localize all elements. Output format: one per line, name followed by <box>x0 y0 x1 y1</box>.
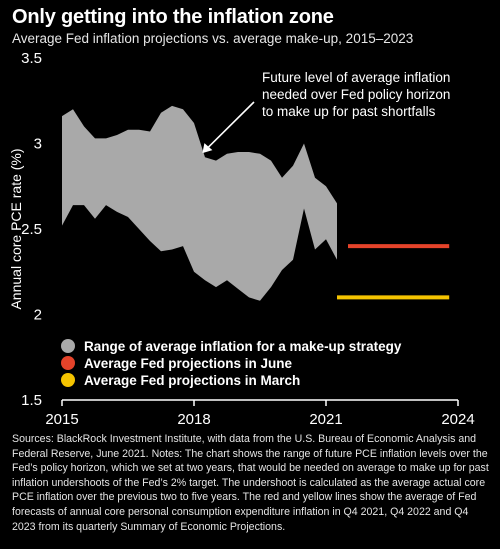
legend-marker <box>61 373 75 387</box>
y-tick-label: 3.5 <box>21 50 42 67</box>
legend-label: Average Fed projections in March <box>84 373 300 388</box>
x-tick-label: 2024 <box>441 411 474 428</box>
y-axis-label: Annual core PCE rate (%) <box>8 148 24 309</box>
x-tick-label: 2015 <box>45 411 78 428</box>
chart-subtitle: Average Fed inflation projections vs. av… <box>12 31 414 46</box>
legend-marker <box>61 356 75 370</box>
y-tick-label: 3 <box>34 136 42 153</box>
chart-notes: Sources: BlackRock Investment Institute,… <box>12 433 489 533</box>
y-tick-label: 2.5 <box>21 221 42 238</box>
range-band <box>62 105 337 301</box>
annotation-text: needed over Fed policy horizon <box>262 87 450 102</box>
annotation-text: Future level of average inflation <box>262 70 450 85</box>
annotation-text: to make up for past shortfalls <box>262 104 436 119</box>
annotation-arrow <box>207 101 255 148</box>
legend-label: Range of average inflation for a make-up… <box>84 339 402 354</box>
x-tick-label: 2018 <box>177 411 210 428</box>
x-tick-label: 2021 <box>309 411 342 428</box>
chart-title: Only getting into the inflation zone <box>12 6 334 28</box>
annotation-arrowhead <box>202 143 213 154</box>
y-tick-label: 2 <box>34 307 42 324</box>
y-tick-label: 1.5 <box>21 392 42 409</box>
legend-marker <box>61 339 75 353</box>
legend-label: Average Fed projections in June <box>84 356 293 371</box>
